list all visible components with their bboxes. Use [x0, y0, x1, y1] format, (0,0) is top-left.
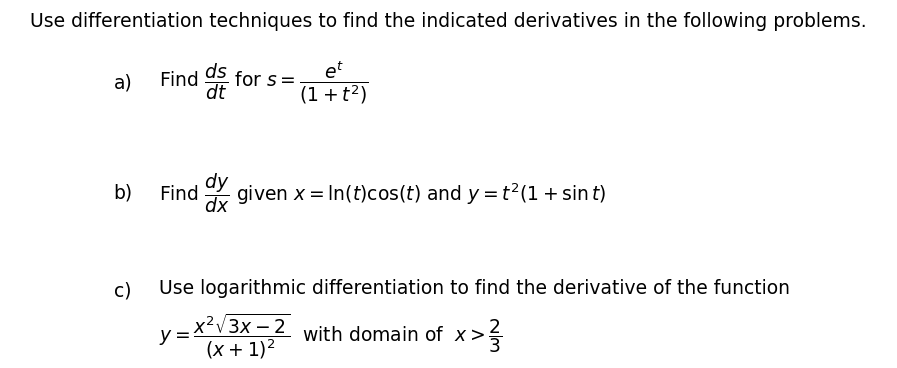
Text: Use logarithmic differentiation to find the derivative of the function: Use logarithmic differentiation to find … [159, 279, 789, 298]
Text: Find $\dfrac{ds}{dt}$ for $s = \dfrac{e^t}{(1+t^2)}$: Find $\dfrac{ds}{dt}$ for $s = \dfrac{e^… [159, 59, 368, 106]
Text: $y = \dfrac{x^2\sqrt{3x-2}}{(x+1)^2}$  with domain of  $x > \dfrac{2}{3}$: $y = \dfrac{x^2\sqrt{3x-2}}{(x+1)^2}$ wi… [159, 311, 502, 361]
Text: Find $\dfrac{dy}{dx}$ given $x = \ln(t)\cos(t)$ and $y = t^2(1+\sin t)$: Find $\dfrac{dy}{dx}$ given $x = \ln(t)\… [159, 171, 606, 215]
Text: b): b) [114, 184, 133, 203]
Text: c): c) [114, 281, 131, 300]
Text: a): a) [114, 73, 132, 92]
Text: Use differentiation techniques to find the indicated derivatives in the followin: Use differentiation techniques to find t… [30, 12, 867, 31]
